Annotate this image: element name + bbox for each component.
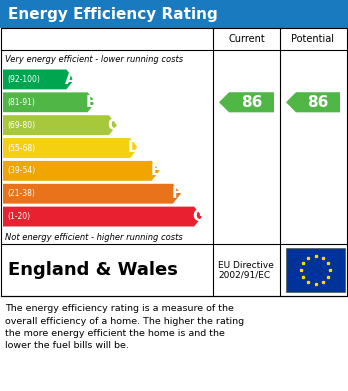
Polygon shape: [286, 92, 340, 112]
Text: (92-100): (92-100): [7, 75, 40, 84]
Text: (39-54): (39-54): [7, 166, 35, 175]
Text: Energy Efficiency Rating: Energy Efficiency Rating: [8, 7, 218, 22]
Polygon shape: [3, 115, 117, 135]
Text: (81-91): (81-91): [7, 98, 35, 107]
Text: England & Wales: England & Wales: [8, 261, 178, 279]
Text: 2002/91/EC: 2002/91/EC: [218, 271, 270, 280]
Text: 86: 86: [307, 95, 329, 110]
Text: (1-20): (1-20): [7, 212, 30, 221]
Polygon shape: [3, 70, 74, 90]
Text: Current: Current: [228, 34, 265, 44]
Text: C: C: [108, 118, 119, 133]
Bar: [0, 0, 348, 28]
Polygon shape: [3, 92, 96, 112]
Polygon shape: [3, 138, 138, 158]
Text: Potential: Potential: [292, 34, 334, 44]
Text: Not energy efficient - higher running costs: Not energy efficient - higher running co…: [5, 233, 183, 242]
Text: G: G: [192, 209, 204, 224]
Text: A: A: [64, 72, 76, 87]
Text: (55-68): (55-68): [7, 143, 35, 152]
Text: B: B: [86, 95, 97, 110]
Bar: [286, 248, 345, 292]
Text: The energy efficiency rating is a measure of the
overall efficiency of a home. T: The energy efficiency rating is a measur…: [5, 304, 244, 350]
Text: E: E: [150, 163, 161, 178]
Polygon shape: [3, 184, 181, 204]
Polygon shape: [3, 206, 202, 226]
Text: D: D: [128, 140, 141, 156]
Text: Very energy efficient - lower running costs: Very energy efficient - lower running co…: [5, 54, 183, 63]
Polygon shape: [219, 92, 274, 112]
Text: (69-80): (69-80): [7, 121, 35, 130]
Text: F: F: [172, 186, 182, 201]
Text: (21-38): (21-38): [7, 189, 35, 198]
Text: 86: 86: [241, 95, 262, 110]
Polygon shape: [3, 161, 159, 181]
Text: EU Directive: EU Directive: [218, 260, 274, 269]
Bar: [1, 28, 347, 296]
